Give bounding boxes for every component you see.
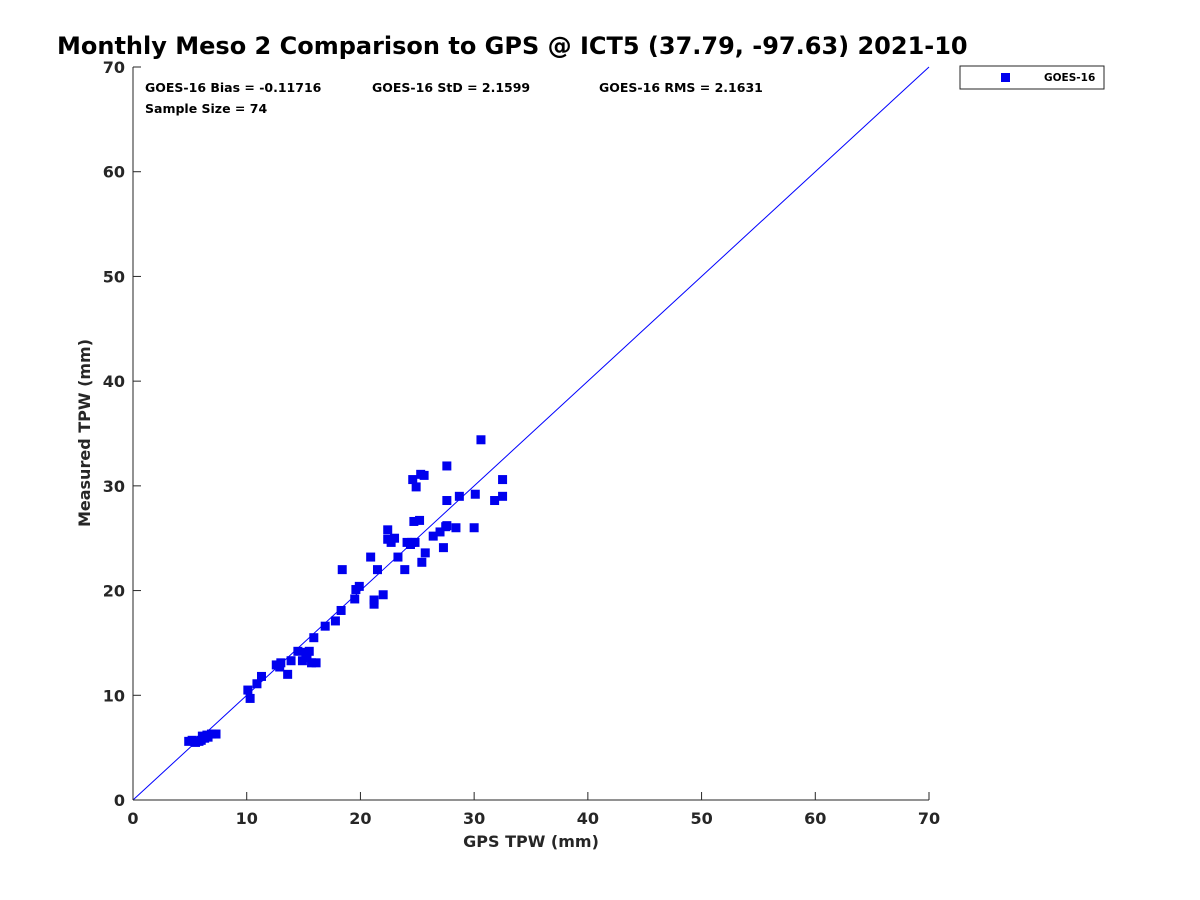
data-point: [243, 685, 253, 695]
x-tick-label: 0: [127, 809, 138, 828]
data-point: [378, 590, 388, 600]
data-point: [498, 475, 508, 485]
y-tick-label: 10: [103, 686, 125, 705]
data-point: [245, 693, 255, 703]
data-point: [293, 646, 303, 656]
y-tick-label: 60: [103, 163, 125, 182]
data-point: [442, 461, 452, 471]
data-point: [256, 671, 266, 681]
data-point: [438, 543, 448, 553]
legend-label: GOES-16: [1044, 72, 1095, 84]
data-point: [390, 533, 400, 543]
data-point: [410, 537, 420, 547]
data-point: [420, 548, 430, 558]
data-point: [470, 489, 480, 499]
data-point: [203, 732, 213, 742]
x-tick-label: 30: [463, 809, 485, 828]
data-point: [372, 565, 382, 575]
data-point: [383, 525, 393, 535]
legend-box: [959, 65, 1105, 90]
data-point: [435, 527, 445, 537]
y-tick-label: 50: [103, 267, 125, 286]
data-point: [350, 594, 360, 604]
y-axis: 0 10 20 30 40 50 60 70: [103, 58, 141, 810]
data-point: [304, 646, 314, 656]
y-axis-title: Measured TPW (mm): [75, 339, 94, 527]
std-annotation: GOES-16 StD = 2.1599: [372, 80, 530, 95]
data-point: [336, 605, 346, 615]
data-point: [411, 482, 421, 492]
data-point: [330, 616, 340, 626]
y-tick-label: 20: [103, 582, 125, 601]
data-point: [369, 595, 379, 605]
x-tick-label: 40: [577, 809, 599, 828]
x-tick-label: 10: [236, 809, 258, 828]
data-point: [320, 621, 330, 631]
data-point: [211, 729, 221, 739]
data-point: [419, 470, 429, 480]
data-point: [276, 658, 286, 668]
y-tick-label: 70: [103, 58, 125, 77]
data-point: [311, 658, 321, 668]
data-point: [286, 656, 296, 666]
data-point: [469, 523, 479, 533]
data-point: [409, 516, 419, 526]
data-point: [415, 515, 425, 525]
data-point: [451, 523, 461, 533]
data-point: [454, 491, 464, 501]
chart-title: Monthly Meso 2 Comparison to GPS @ ICT5 …: [57, 32, 968, 60]
x-tick-label: 70: [918, 809, 940, 828]
x-axis: 0 10 20 30 40 50 60 70: [127, 792, 940, 828]
data-point: [476, 435, 486, 445]
data-point: [337, 565, 347, 575]
y-tick-label: 40: [103, 372, 125, 391]
x-axis-title: GPS TPW (mm): [463, 832, 599, 851]
data-point: [366, 552, 376, 562]
data-point: [408, 475, 418, 485]
data-point: [442, 496, 452, 506]
data-point: [309, 633, 319, 643]
x-tick-label: 20: [349, 809, 371, 828]
data-point: [417, 557, 427, 567]
rms-annotation: GOES-16 RMS = 2.1631: [599, 80, 763, 95]
data-point: [498, 491, 508, 501]
legend: GOES-16: [959, 65, 1105, 90]
plot-area: [132, 66, 930, 801]
data-point: [302, 653, 312, 663]
data-point: [252, 679, 262, 689]
x-tick-label: 50: [690, 809, 712, 828]
data-point: [283, 669, 293, 679]
y-tick-label: 0: [114, 791, 125, 810]
data-point: [297, 656, 307, 666]
data-point: [400, 565, 410, 575]
data-point: [393, 552, 403, 562]
data-point: [428, 531, 438, 541]
data-point: [354, 581, 364, 591]
one-to-one-line: [132, 66, 930, 801]
data-point: [189, 736, 199, 746]
sample-size-annotation: Sample Size = 74: [145, 101, 267, 116]
x-tick-label: 60: [804, 809, 826, 828]
bias-annotation: GOES-16 Bias = -0.11716: [145, 80, 322, 95]
y-tick-label: 30: [103, 477, 125, 496]
data-point: [490, 496, 500, 506]
data-point: [307, 658, 317, 668]
legend-marker: [1001, 73, 1010, 82]
data-point: [441, 522, 451, 532]
